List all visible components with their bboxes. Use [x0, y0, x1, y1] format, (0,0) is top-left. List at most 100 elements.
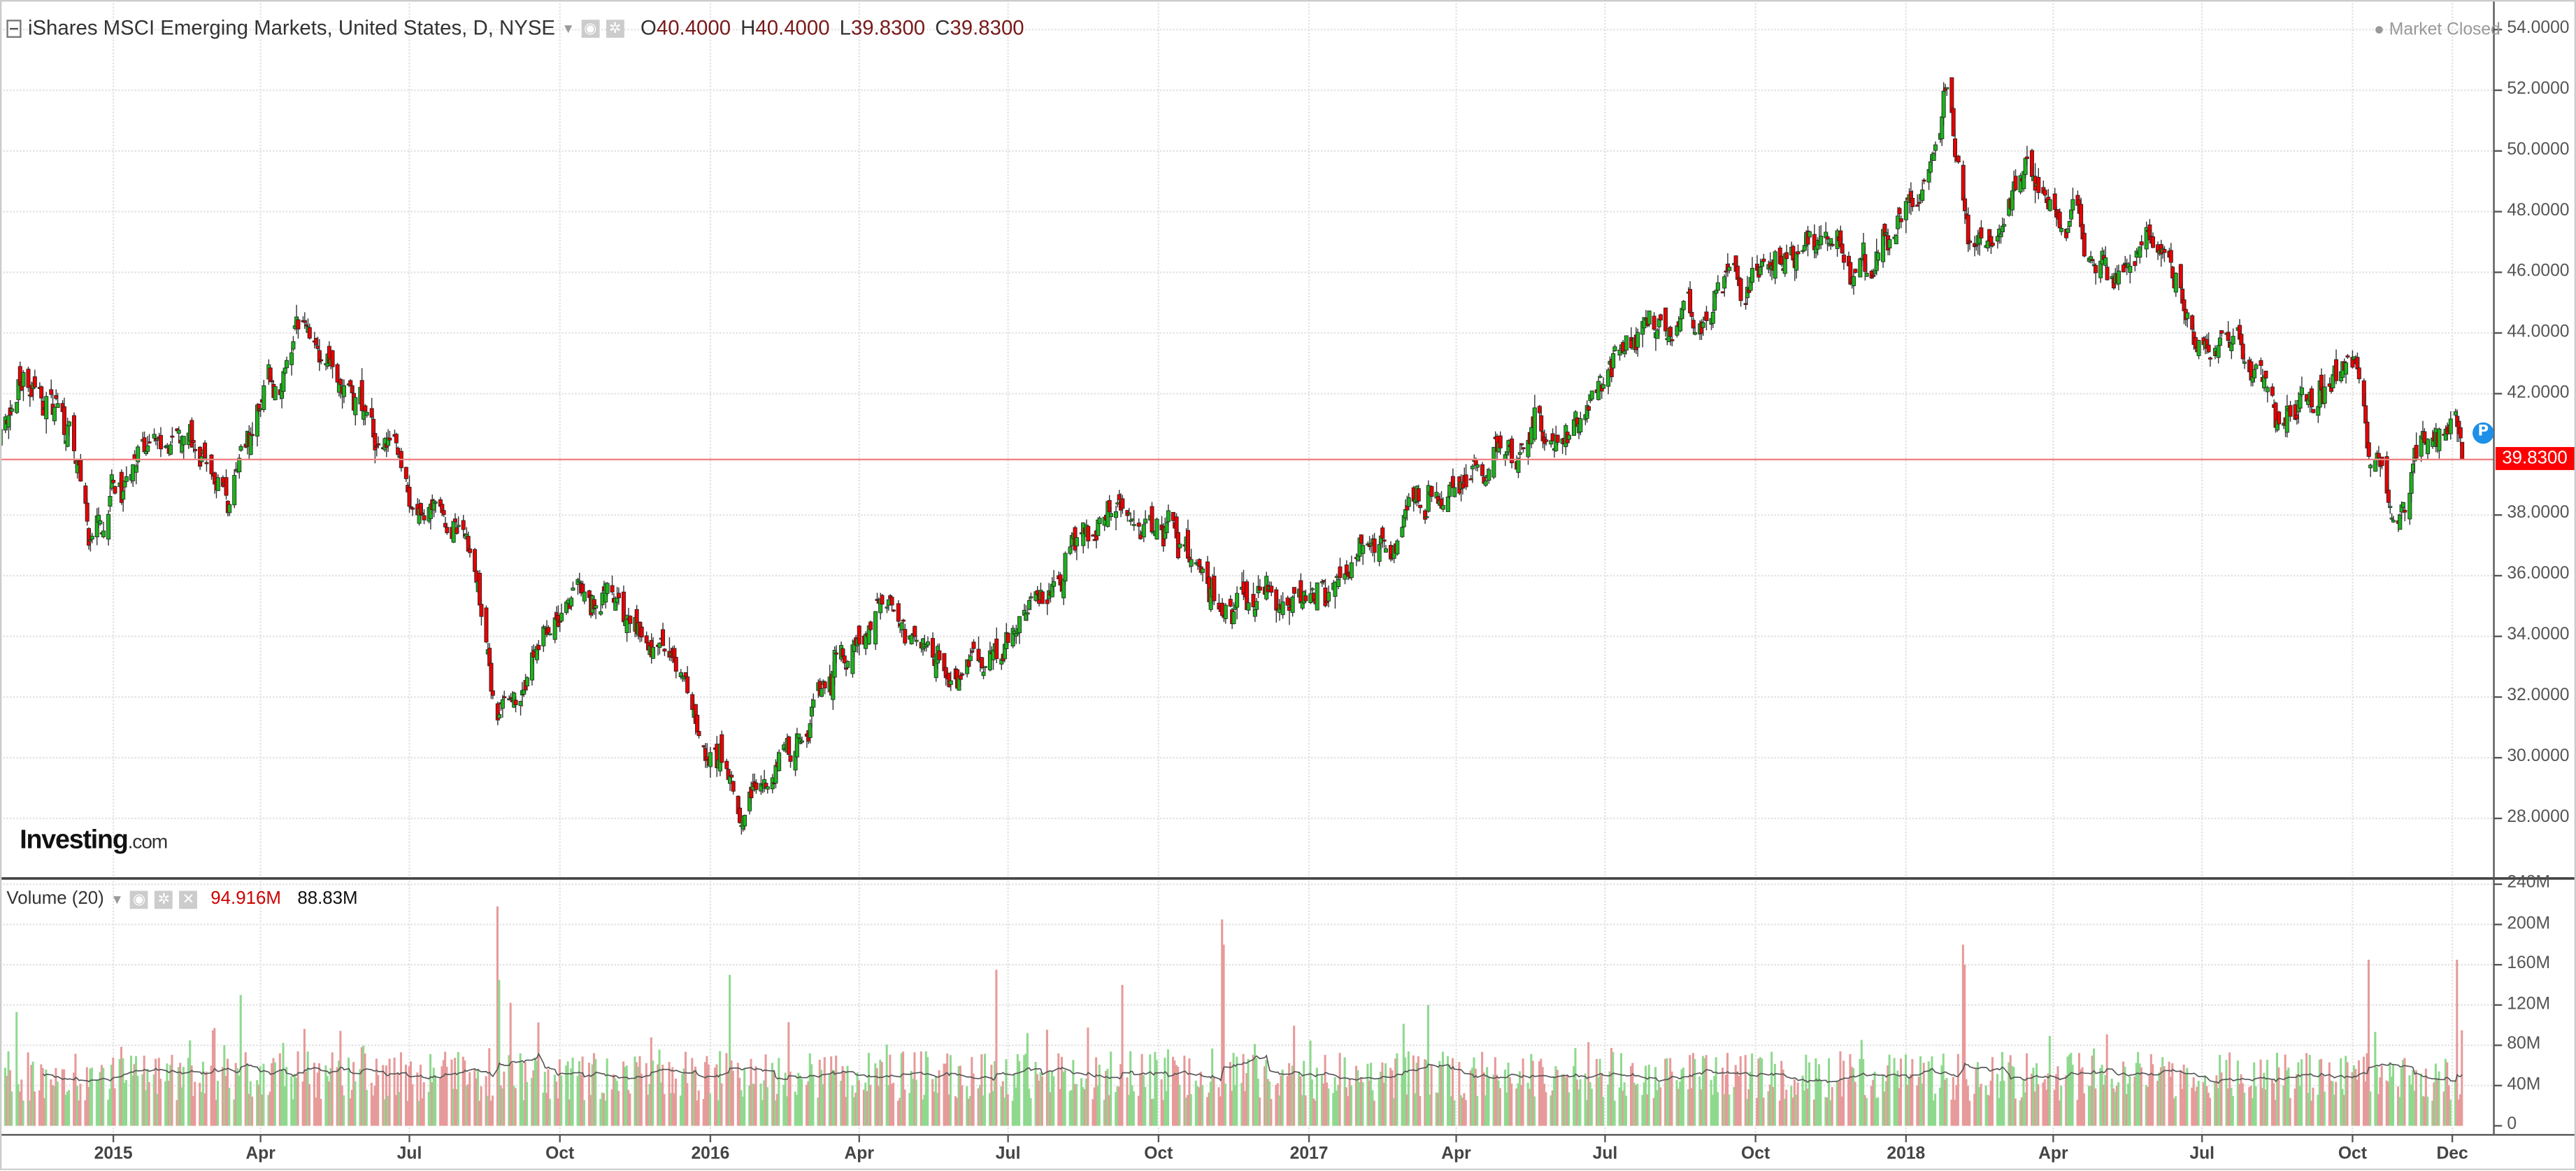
candle-down — [1006, 632, 1010, 643]
volume-bar-down — [1520, 1084, 1523, 1126]
volume-bar-up — [982, 1095, 985, 1126]
volume-bar-up — [1343, 1057, 1346, 1126]
candle-down — [2090, 259, 2095, 261]
volume-bar-down — [1494, 1057, 1496, 1126]
visibility-icon[interactable]: ◉ — [581, 19, 600, 37]
volume-bar-down — [190, 1065, 193, 1126]
volume-bar-down — [592, 1053, 596, 1126]
candle-down — [958, 675, 963, 680]
volume-bar-down — [897, 1100, 900, 1126]
dropdown-icon[interactable]: ▼ — [561, 20, 575, 36]
candle-up — [1945, 87, 1949, 90]
volume-bar-down — [2442, 1091, 2445, 1126]
volume-bar-down — [320, 1098, 322, 1126]
volume-bar-down — [416, 1072, 419, 1126]
candle-down — [1966, 215, 1970, 245]
volume-bar-down — [1968, 1100, 1971, 1126]
candle-down — [2082, 232, 2087, 257]
volume-bar-up — [102, 1067, 105, 1126]
volume-bar-up — [90, 1067, 93, 1126]
volume-bar-up — [1884, 1081, 1887, 1126]
volume-bar-up — [543, 1072, 546, 1126]
volume-bar-down — [1772, 1086, 1775, 1126]
volume-bar-down — [514, 1088, 517, 1126]
logo-main: Investing — [20, 826, 129, 855]
volume-bar-up — [2431, 1100, 2434, 1126]
volume-bar-up — [2070, 1053, 2073, 1126]
volume-bar-up — [2251, 1098, 2254, 1126]
visibility-icon[interactable]: ◉ — [130, 890, 149, 909]
candle-up — [1819, 236, 1824, 246]
settings-icon[interactable]: ✲ — [606, 19, 624, 37]
volume-bar-up — [740, 1090, 743, 1126]
volume-bar-up — [28, 1100, 31, 1126]
volume-bar-up — [820, 1070, 823, 1126]
volume-bar-down — [445, 1066, 448, 1126]
volume-bar-down — [2312, 1087, 2314, 1126]
candle-up — [651, 646, 656, 659]
candle-up — [121, 490, 126, 500]
volume-bar-down — [409, 1061, 413, 1126]
volume-bar-down — [2055, 1074, 2058, 1126]
close-icon[interactable]: ✕ — [179, 890, 198, 909]
candle-down — [403, 467, 408, 479]
candle-down — [2458, 427, 2463, 439]
volume-bar-down — [171, 1054, 173, 1126]
volume-bar-down — [647, 1094, 650, 1126]
candle-down — [2386, 490, 2391, 503]
volume-bar-down — [2424, 1068, 2427, 1126]
volume-bar-down — [1264, 1066, 1266, 1126]
volume-bar-down — [1324, 1055, 1326, 1126]
volume-bar-up — [604, 1100, 607, 1126]
time-tick-label: Jul — [1592, 1144, 1618, 1164]
candle-up — [765, 786, 770, 790]
volume-bar-up — [1728, 1094, 1731, 1126]
candle-up — [90, 535, 94, 540]
volume-bar-down — [2456, 959, 2459, 1126]
candle-down — [1691, 320, 1696, 329]
candle-up — [1612, 346, 1617, 351]
volume-bar-down — [1172, 1056, 1175, 1126]
volume-bar-up — [1471, 1067, 1474, 1126]
volume-bar-up — [1929, 1067, 1932, 1126]
candle-down — [610, 585, 615, 592]
volume-bar-down — [148, 1082, 150, 1126]
candle-down — [536, 644, 541, 651]
volume-bar-up — [2413, 1091, 2416, 1126]
volume-bar-up — [2197, 1081, 2200, 1126]
candle-down — [639, 626, 644, 638]
volume-bar-down — [2179, 1070, 2182, 1126]
volume-bar-down — [764, 1054, 767, 1126]
volume-bar-down — [1312, 1098, 1315, 1126]
price-marker-icon[interactable]: P — [2472, 422, 2494, 444]
volume-bar-down — [1629, 1066, 1633, 1126]
candle-up — [1589, 390, 1594, 399]
volume-bar-down — [629, 1093, 631, 1126]
volume-bar-down — [2356, 1079, 2359, 1126]
symbol-title[interactable]: iShares MSCI Emerging Markets, United St… — [27, 16, 556, 40]
volume-bar-down — [547, 1069, 550, 1126]
volume-bar-up — [989, 1093, 992, 1126]
candle-up — [1681, 301, 1686, 311]
volume-bar-up — [1327, 1088, 1330, 1126]
settings-icon[interactable]: ✲ — [155, 890, 173, 909]
volume-bar-up — [1773, 1063, 1776, 1126]
volume-bar-down — [143, 1056, 145, 1126]
dropdown-icon[interactable]: ▼ — [110, 891, 124, 907]
volume-bar-up — [571, 1057, 574, 1126]
candle-up — [1231, 611, 1236, 625]
volume-label[interactable]: Volume (20) — [6, 889, 104, 909]
volume-bar-up — [429, 1053, 432, 1126]
volume-bar-down — [399, 1052, 402, 1126]
market-status: ● Market Closed — [2374, 20, 2500, 40]
volume-bar-up — [1438, 1060, 1441, 1126]
volume-bar-down — [1405, 1094, 1408, 1126]
volume-bar-down — [2112, 1088, 2115, 1126]
candle-down — [203, 442, 208, 459]
candle-down — [2170, 267, 2175, 278]
volume-bar-up — [1759, 1057, 1761, 1126]
collapse-icon[interactable] — [6, 19, 22, 37]
volume-bar-down — [303, 1028, 306, 1126]
volume-bar-up — [2048, 1035, 2051, 1126]
